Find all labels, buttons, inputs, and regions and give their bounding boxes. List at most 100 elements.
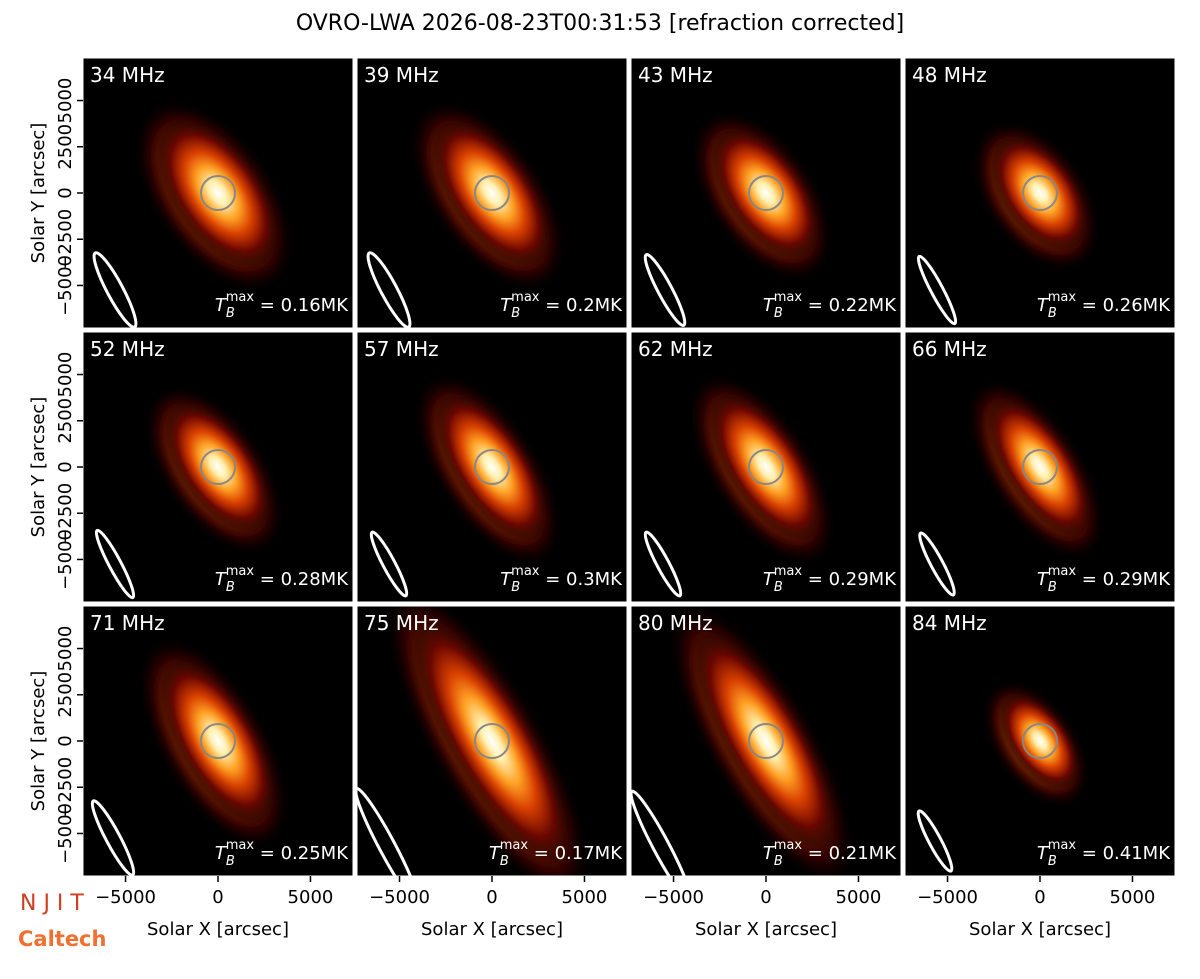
y-tick-label: 0 (55, 735, 76, 746)
beam (643, 530, 683, 598)
frequency-label: 34 MHz (90, 63, 165, 87)
tb-max-label: TBmax = 0.29MK (763, 564, 897, 595)
x-tick-label: −5000 (643, 887, 704, 908)
y-tick-label: 2500 (55, 672, 76, 718)
tb-value: = 0.17MK (528, 843, 623, 864)
solar-disk (1022, 449, 1058, 485)
y-tick-label: −2500 (55, 757, 76, 818)
tb-value: = 0.29MK (1076, 569, 1171, 590)
tb-sub: B (226, 854, 235, 869)
frequency-label: 48 MHz (912, 63, 987, 87)
frequency-label: 43 MHz (638, 63, 713, 87)
tb-max-label: TBmax = 0.25MK (215, 838, 349, 869)
beam (92, 251, 138, 328)
tb-value: = 0.29MK (802, 569, 897, 590)
tb-max-label: TBmax = 0.28MK (215, 564, 349, 595)
panel: 57 MHz TBmax = 0.3MK (357, 332, 627, 602)
solar-disk (748, 723, 784, 759)
emission-core (432, 119, 552, 267)
x-tick-label: 5000 (836, 887, 882, 908)
tb-sup: max (226, 564, 255, 579)
tb-max-label: TBmax = 0.41MK (1037, 838, 1171, 869)
beam (366, 251, 412, 328)
y-tick-label: −2500 (55, 483, 76, 544)
tb-symbol: T (763, 843, 776, 864)
tb-value: = 0.41MK (1076, 843, 1171, 864)
solar-disk (748, 175, 784, 211)
panel: 39 MHz TBmax = 0.2MK (357, 58, 627, 328)
y-tick-label: −2500 (55, 209, 76, 270)
emission-core (991, 135, 1089, 251)
y-tick-label: −5000 (55, 255, 76, 316)
beam (94, 528, 136, 600)
frequency-label: 80 MHz (638, 611, 713, 635)
tb-symbol: T (500, 295, 513, 316)
tb-sup: max (774, 290, 803, 305)
panel: 34 MHz TBmax = 0.16MK (83, 58, 353, 328)
emission-core (711, 127, 821, 259)
tb-value: = 0.25MK (254, 843, 349, 864)
x-axis-label: Solar X [arcsec] (147, 919, 289, 940)
logo-caltech: Caltech (18, 927, 106, 951)
x-tick-label: −5000 (917, 887, 978, 908)
beam (631, 789, 693, 876)
tb-value: = 0.16MK (254, 295, 349, 316)
panel-frame (630, 57, 902, 329)
emission-core (160, 658, 276, 824)
tb-symbol: T (1037, 569, 1050, 590)
tb-value: = 0.2MK (540, 295, 624, 316)
solar-disk (474, 449, 510, 485)
panel: 75 MHz TBmax = 0.17MK (357, 606, 627, 876)
beam (357, 786, 420, 876)
tb-max-label: TBmax = 0.22MK (763, 290, 897, 321)
panel: 84 MHz TBmax = 0.41MK (905, 606, 1175, 876)
beam (643, 253, 687, 327)
tb-sup: max (1048, 290, 1077, 305)
emission-core (694, 630, 838, 852)
solar-disk (474, 723, 510, 759)
tb-symbol: T (1037, 295, 1050, 316)
tb-max-label: TBmax = 0.2MK (500, 290, 623, 321)
tb-symbol: T (215, 295, 228, 316)
panel-frame (630, 331, 902, 603)
tb-max-label: TBmax = 0.26MK (1037, 290, 1171, 321)
panel: 52 MHz TBmax = 0.28MK (83, 332, 353, 602)
tb-sub: B (511, 580, 520, 595)
tb-symbol: T (489, 843, 502, 864)
tb-sub: B (511, 306, 520, 321)
solar-disk (1022, 723, 1058, 759)
chart-title: OVRO-LWA 2026-08-23T00:31:53 [refraction… (296, 11, 904, 36)
emission-core (709, 392, 823, 542)
emission-core (156, 118, 280, 268)
x-tick-label: −5000 (95, 887, 156, 908)
y-tick-label: 0 (55, 461, 76, 472)
x-tick-label: 0 (212, 887, 223, 908)
tb-sub: B (774, 306, 783, 321)
x-tick-label: 0 (1034, 887, 1045, 908)
tb-max-label: TBmax = 0.16MK (215, 290, 349, 321)
tb-sub: B (774, 580, 783, 595)
panel: 71 MHz TBmax = 0.25MK (83, 606, 353, 876)
panel: 66 MHz TBmax = 0.29MK (905, 332, 1175, 602)
beam (369, 530, 409, 598)
x-tick-label: 5000 (562, 887, 608, 908)
solar-disk (1022, 175, 1058, 211)
solar-disk (200, 449, 236, 485)
y-tick-label: 5000 (55, 78, 76, 124)
tb-symbol: T (215, 569, 228, 590)
x-axis-label: Solar X [arcsec] (695, 919, 837, 940)
tb-sup: max (226, 838, 255, 853)
y-axis-label: Solar Y [arcsec] (28, 123, 49, 264)
x-tick-label: 0 (760, 887, 771, 908)
x-tick-label: 5000 (1110, 887, 1156, 908)
x-tick-label: 0 (486, 887, 497, 908)
frequency-label: 84 MHz (912, 611, 987, 635)
tb-value: = 0.26MK (1076, 295, 1171, 316)
tb-sub: B (1048, 854, 1057, 869)
x-tick-label: −5000 (369, 887, 430, 908)
y-tick-label: 5000 (55, 626, 76, 672)
y-tick-label: −5000 (55, 529, 76, 590)
frequency-label: 57 MHz (364, 337, 439, 361)
beam (918, 531, 956, 597)
